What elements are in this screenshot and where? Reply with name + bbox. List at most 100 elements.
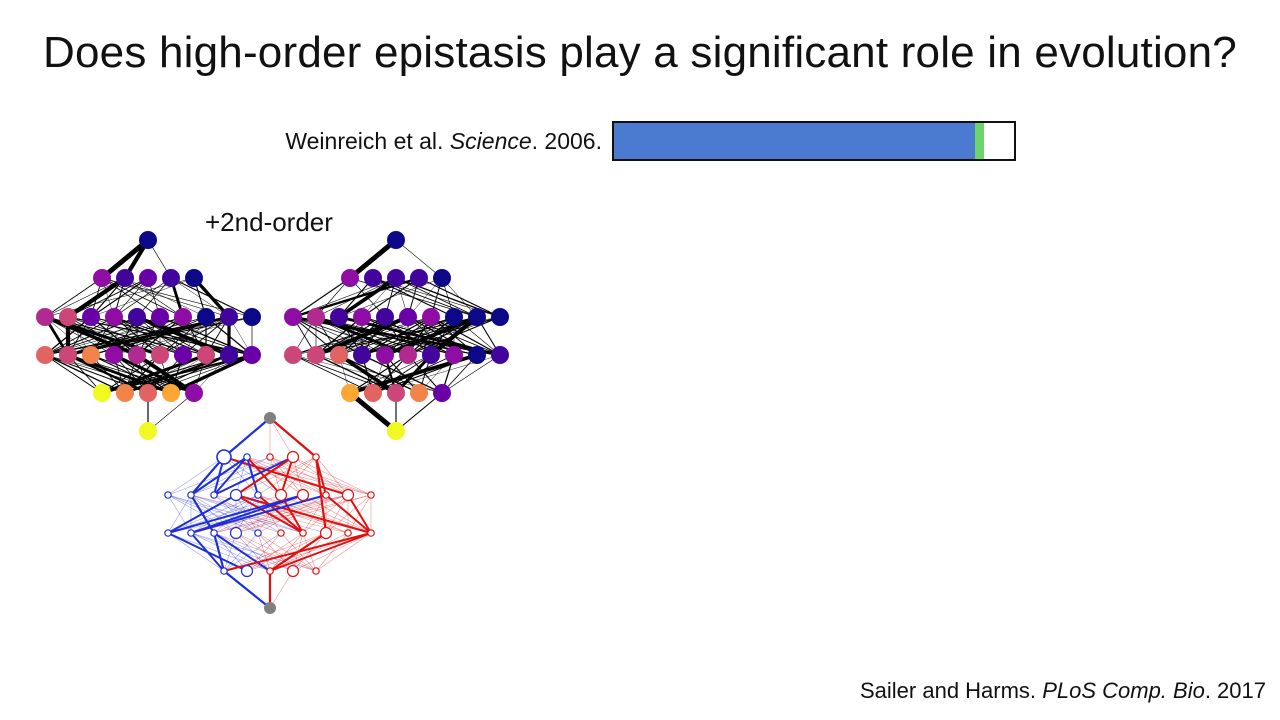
- right-node: [387, 269, 405, 287]
- left-node: [139, 422, 157, 440]
- left-edge: [44, 277, 126, 318]
- path-edge: [167, 494, 304, 534]
- path-edge: [235, 494, 304, 534]
- path-edge: [167, 532, 225, 572]
- left-edge: [44, 277, 103, 318]
- path-edge: [325, 494, 372, 534]
- right-node: [433, 384, 451, 402]
- path-edge: [213, 456, 294, 496]
- path-edge: [246, 532, 372, 572]
- empty-segment: [984, 123, 1014, 159]
- left-edge: [44, 316, 115, 356]
- path-node: [187, 529, 195, 537]
- path-node: [229, 488, 243, 502]
- path-edge: [235, 494, 372, 534]
- right-node: [387, 384, 405, 402]
- path-edge: [167, 494, 349, 534]
- right-node: [433, 269, 451, 287]
- path-node: [210, 529, 218, 537]
- left-node: [162, 269, 180, 287]
- right-edge: [349, 354, 409, 394]
- left-edge: [44, 354, 103, 394]
- left-node: [128, 346, 146, 364]
- path-edge: [235, 456, 317, 496]
- left-node: [116, 269, 134, 287]
- path-node: [254, 491, 262, 499]
- right-node: [307, 308, 325, 326]
- right-edge: [292, 277, 351, 318]
- path-edge: [302, 494, 372, 534]
- right-edge: [292, 316, 501, 356]
- right-node: [353, 308, 371, 326]
- left-node: [93, 384, 111, 402]
- right-edge: [407, 316, 501, 356]
- left-node: [139, 384, 157, 402]
- right-node: [353, 346, 371, 364]
- path-edge: [269, 417, 294, 458]
- left-node: [105, 346, 123, 364]
- left-edge: [44, 316, 92, 356]
- path-edge: [257, 532, 271, 572]
- path-edge: [315, 456, 349, 496]
- path-node: [367, 529, 375, 537]
- right-node: [376, 346, 394, 364]
- path-edge: [292, 532, 327, 572]
- epistasis-bar: [612, 121, 1016, 161]
- path-node: [312, 567, 320, 575]
- path-edge: [302, 494, 349, 534]
- path-edge: [235, 494, 349, 534]
- green-segment: [975, 123, 984, 159]
- right-edge: [395, 392, 443, 432]
- right-node: [330, 308, 348, 326]
- right-edges: [292, 238, 501, 433]
- path-edge: [280, 494, 372, 534]
- reference-authors: Weinreich et al.: [285, 128, 444, 154]
- path-edge: [213, 532, 317, 572]
- left-edge: [100, 238, 150, 280]
- path-edge: [257, 494, 349, 534]
- path-edge: [167, 456, 225, 496]
- order-label: +2nd-order: [205, 207, 333, 237]
- left-edges: [43, 238, 253, 432]
- right-node: [330, 346, 348, 364]
- left-edge: [66, 276, 127, 319]
- right-node: [399, 346, 417, 364]
- left-node: [59, 308, 77, 326]
- left-node: [36, 308, 54, 326]
- path-edge: [190, 532, 271, 572]
- path-node: [243, 453, 251, 461]
- path-node: [286, 564, 300, 578]
- path-edge: [235, 494, 304, 534]
- left-edge: [170, 353, 253, 395]
- path-edge: [325, 494, 349, 534]
- path-node: [220, 567, 228, 575]
- path-edge: [213, 494, 349, 534]
- path-edge: [347, 494, 372, 534]
- left-node: [174, 346, 192, 364]
- right-node: [284, 308, 302, 326]
- right-node: [341, 384, 359, 402]
- path-edge: [246, 532, 304, 572]
- path-node: [216, 449, 232, 465]
- left-node: [116, 384, 134, 402]
- path-edge: [190, 494, 259, 534]
- left-edge: [101, 354, 161, 394]
- left-edge: [147, 392, 195, 432]
- right-edge: [315, 316, 363, 356]
- path-node: [322, 491, 330, 499]
- path-network: [164, 412, 375, 614]
- path-node: [266, 453, 274, 461]
- path-edge: [235, 456, 294, 496]
- path-node: [164, 529, 172, 537]
- right-node: [422, 346, 440, 364]
- path-edge: [190, 494, 259, 534]
- left-edge: [67, 277, 149, 318]
- right-node: [364, 269, 382, 287]
- path-node: [319, 526, 333, 540]
- right-node: [307, 346, 325, 364]
- citation-journal: PLoS Comp. Bio: [1042, 678, 1205, 703]
- path-node: [296, 488, 310, 502]
- path-edge: [292, 456, 372, 496]
- left-node: [243, 308, 261, 326]
